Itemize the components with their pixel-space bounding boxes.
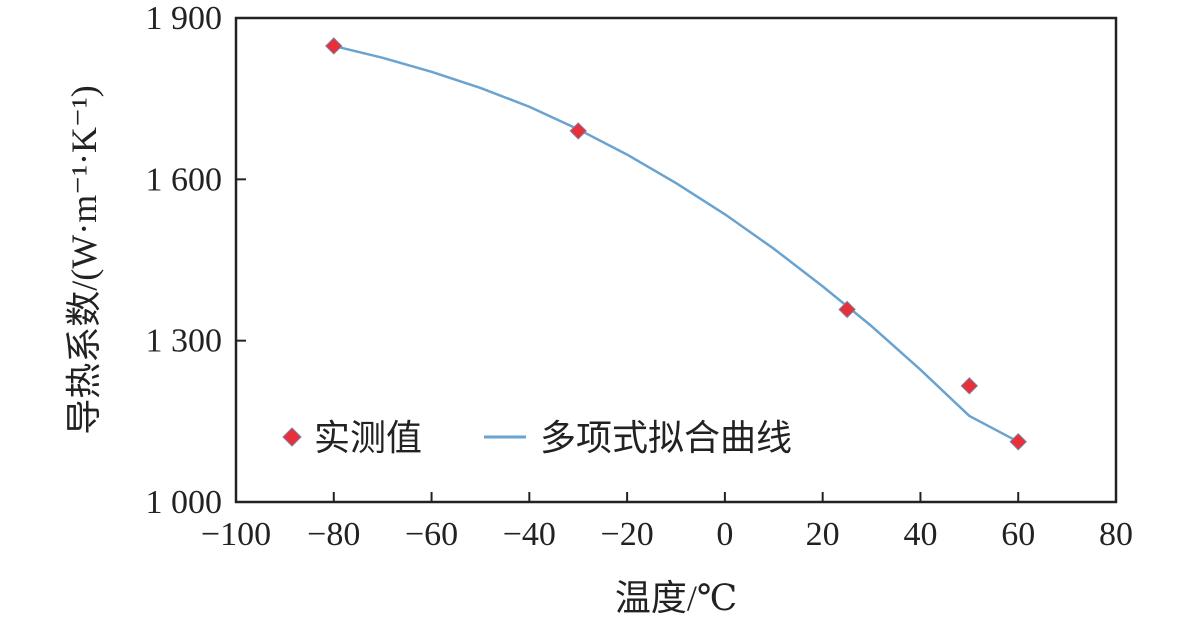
x-axis-ticks: −100 −80 −60 −40 −20 0 20 40 60 80 [201, 492, 1133, 553]
plot-frame [234, 16, 1118, 504]
legend-label-fit: 多项式拟合曲线 [540, 418, 792, 458]
measured-point [569, 122, 587, 140]
x-tick-label: −20 [601, 516, 654, 553]
y-tick-label: 1 600 [146, 161, 223, 198]
x-tick-label: −60 [405, 516, 458, 553]
x-tick-label: −100 [201, 516, 271, 553]
x-tick-label: 60 [1001, 516, 1035, 553]
measured-point [1009, 433, 1027, 451]
x-tick-label: 20 [806, 516, 840, 553]
y-tick-label: 1 300 [146, 323, 223, 360]
x-tick-label: 0 [716, 516, 733, 553]
x-tick-label: −80 [307, 516, 360, 553]
measured-point [838, 300, 856, 319]
y-axis-ticks: 1 000 1 300 1 600 1 900 [146, 0, 246, 521]
y-tick-label: 1 000 [146, 484, 223, 521]
legend-label-measured: 实测值 [314, 418, 422, 458]
legend: 实测值 多项式拟合曲线 [282, 418, 792, 458]
fit-curve-line [333, 44, 1019, 443]
x-tick-label: 80 [1099, 516, 1133, 553]
x-axis-title: 温度/℃ [615, 578, 737, 618]
legend-marker-measured [282, 427, 302, 447]
y-tick-label: 1 900 [146, 0, 223, 37]
x-tick-label: 40 [903, 516, 937, 553]
y-axis-title: 导热系数/(W·m⁻¹·K⁻¹) [64, 85, 104, 435]
axes [234, 16, 1118, 504]
x-tick-label: −40 [503, 516, 556, 553]
measured-point [325, 37, 343, 55]
plot-series [325, 37, 1027, 451]
measured-point [960, 377, 979, 395]
